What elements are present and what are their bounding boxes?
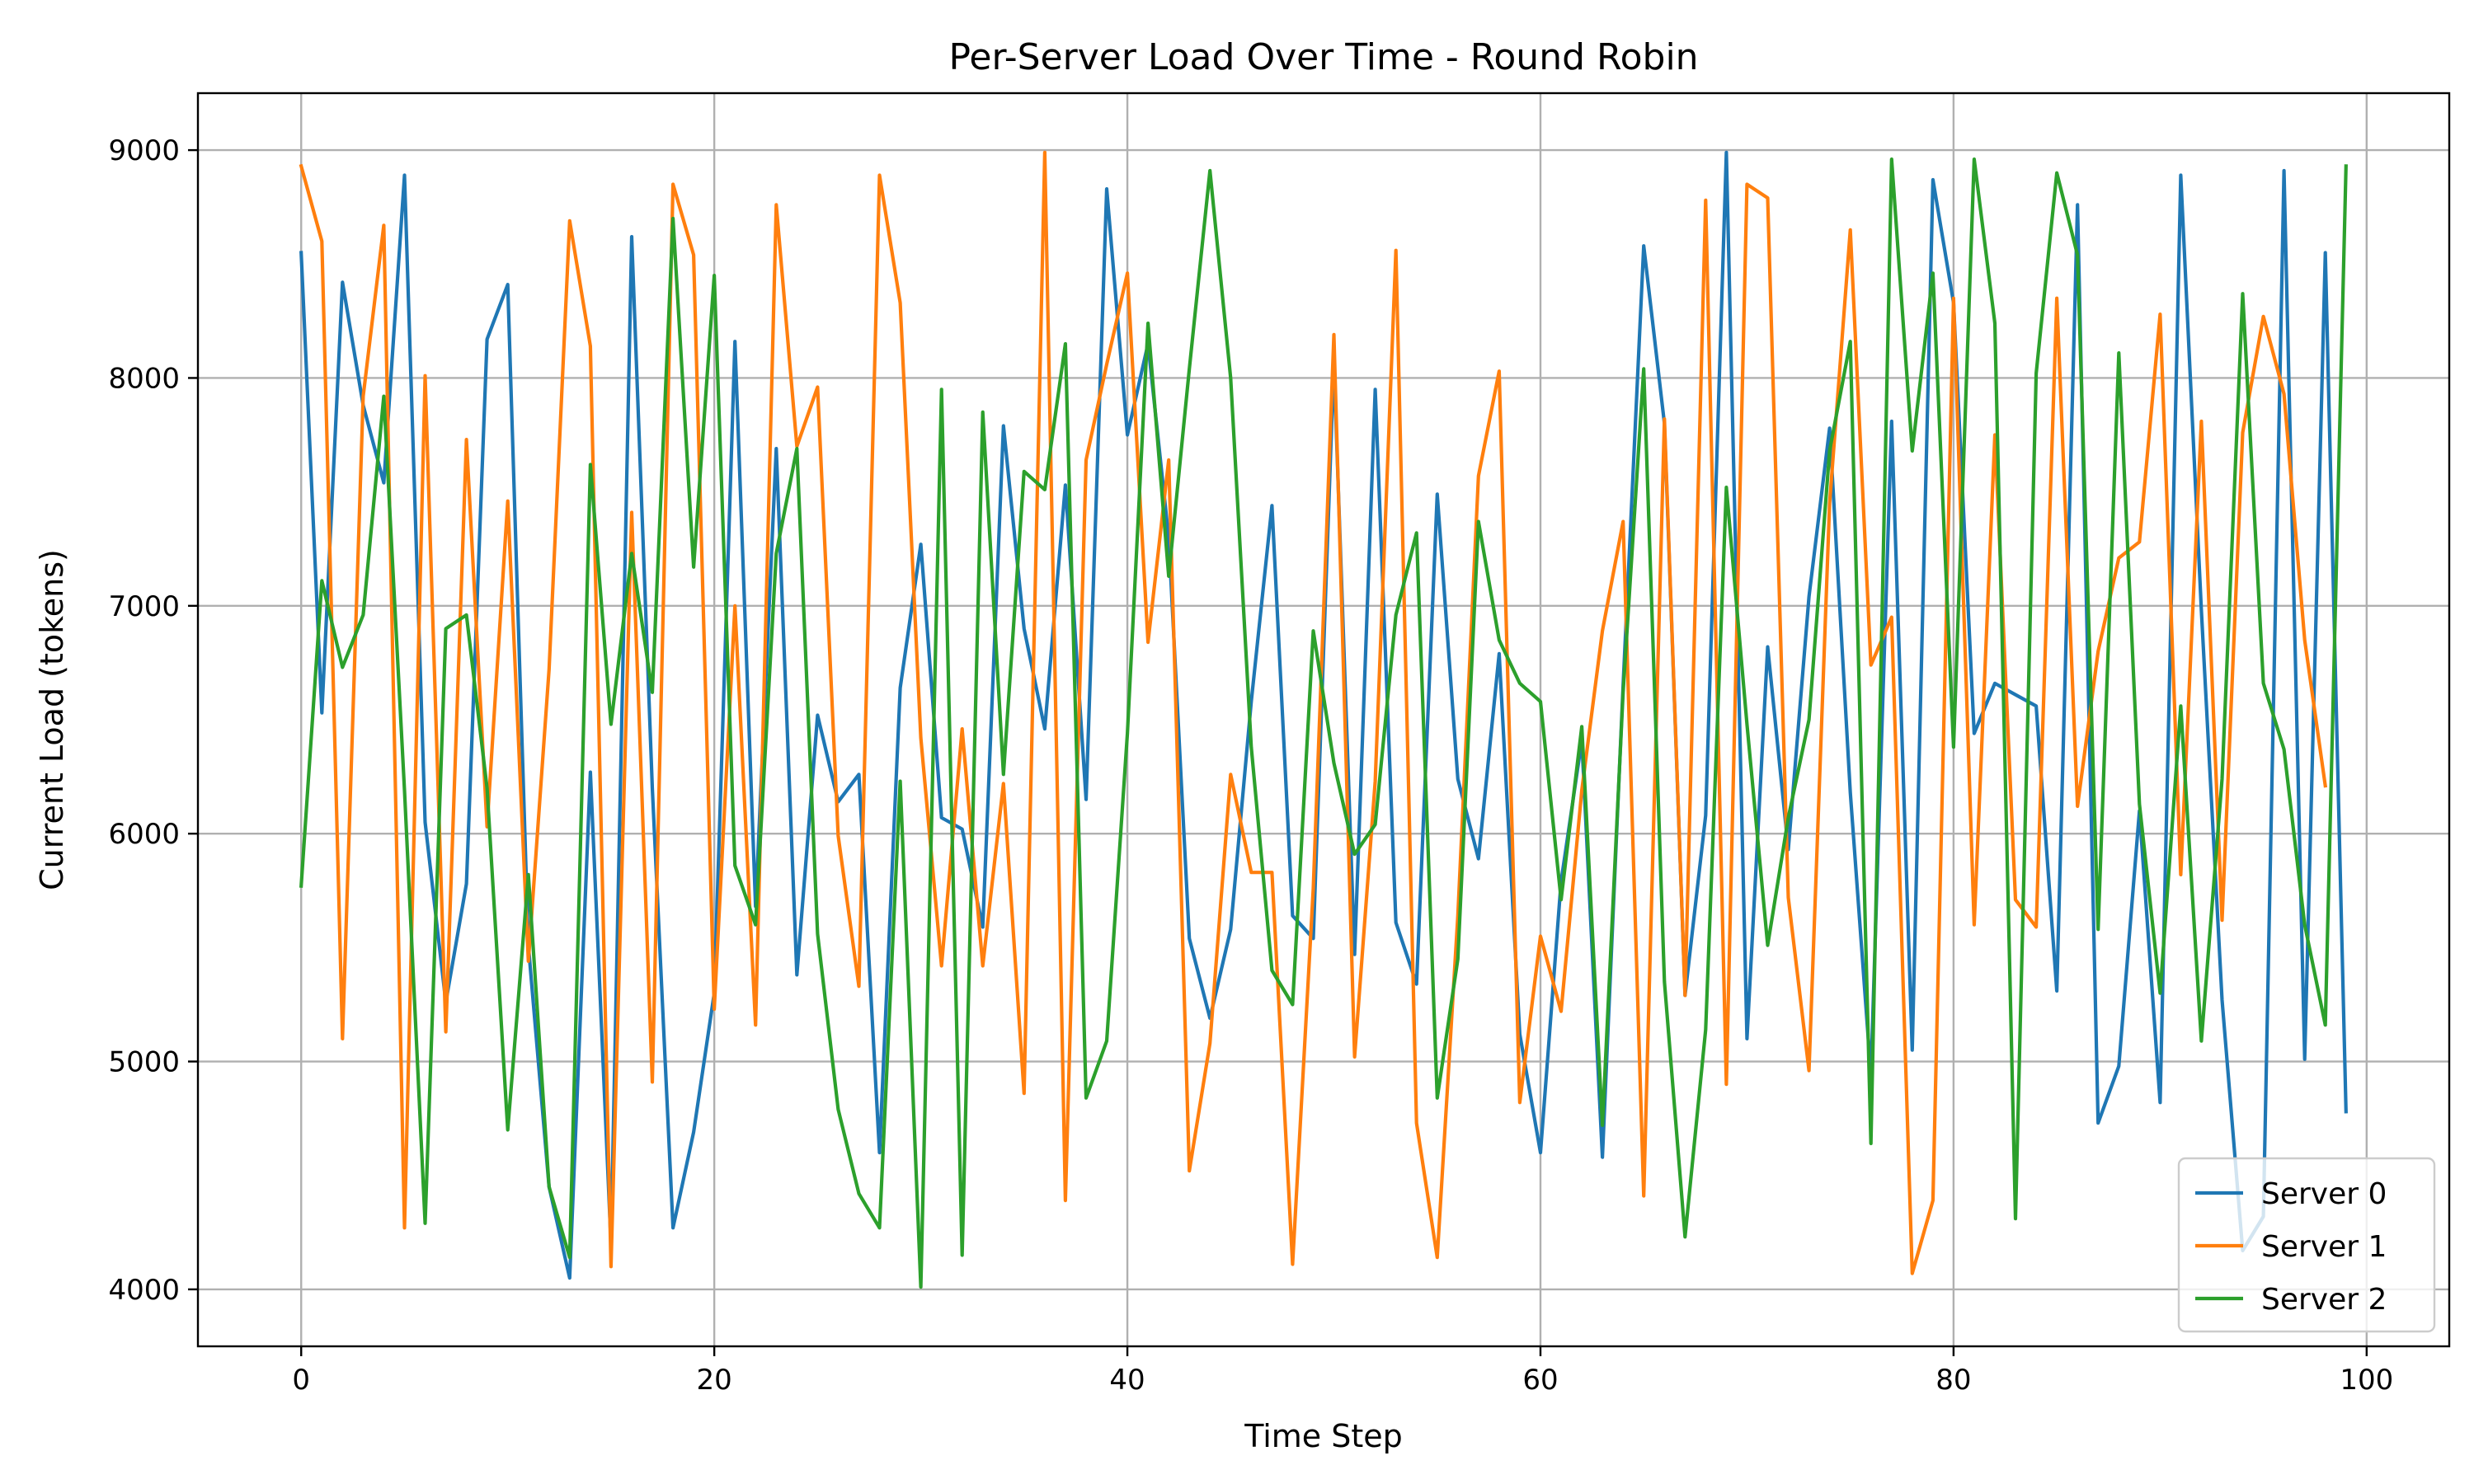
- x-axis-label: Time Step: [1244, 1418, 1403, 1454]
- y-tick-label: 5000: [108, 1046, 180, 1079]
- legend-label-server-2: Server 2: [2261, 1283, 2387, 1317]
- x-tick-label: 100: [2340, 1364, 2393, 1397]
- y-tick-label: 4000: [108, 1274, 180, 1307]
- x-tick-label: 80: [1935, 1364, 1971, 1397]
- x-tick-label: 40: [1109, 1364, 1145, 1397]
- y-tick-label: 9000: [108, 134, 180, 167]
- y-axis-label: Current Load (tokens): [34, 549, 70, 890]
- plot-frame: [196, 92, 2451, 1348]
- x-tick-label: 0: [292, 1364, 310, 1397]
- x-tick-label: 60: [1522, 1364, 1558, 1397]
- x-tick-label: 20: [697, 1364, 732, 1397]
- y-tick-label: 6000: [108, 818, 180, 851]
- y-tick-label: 8000: [108, 362, 180, 395]
- series-lines: [299, 150, 2348, 1289]
- chart-title: Per-Server Load Over Time - Round Robin: [948, 36, 1698, 78]
- y-tick-label: 7000: [108, 590, 180, 623]
- axis-ticks: 0 20 40 60 80 100 4000 5000 6000 7000 8000 9000: [108, 134, 2393, 1397]
- legend: Server 0 Server 1 Server 2: [2177, 1157, 2436, 1333]
- legend-box: [2177, 1157, 2436, 1333]
- legend-label-server-1: Server 1: [2261, 1230, 2387, 1264]
- series-line-server-2: [299, 157, 2348, 1289]
- legend-label-server-0: Server 0: [2261, 1177, 2387, 1211]
- series-line-server-1: [299, 150, 2328, 1275]
